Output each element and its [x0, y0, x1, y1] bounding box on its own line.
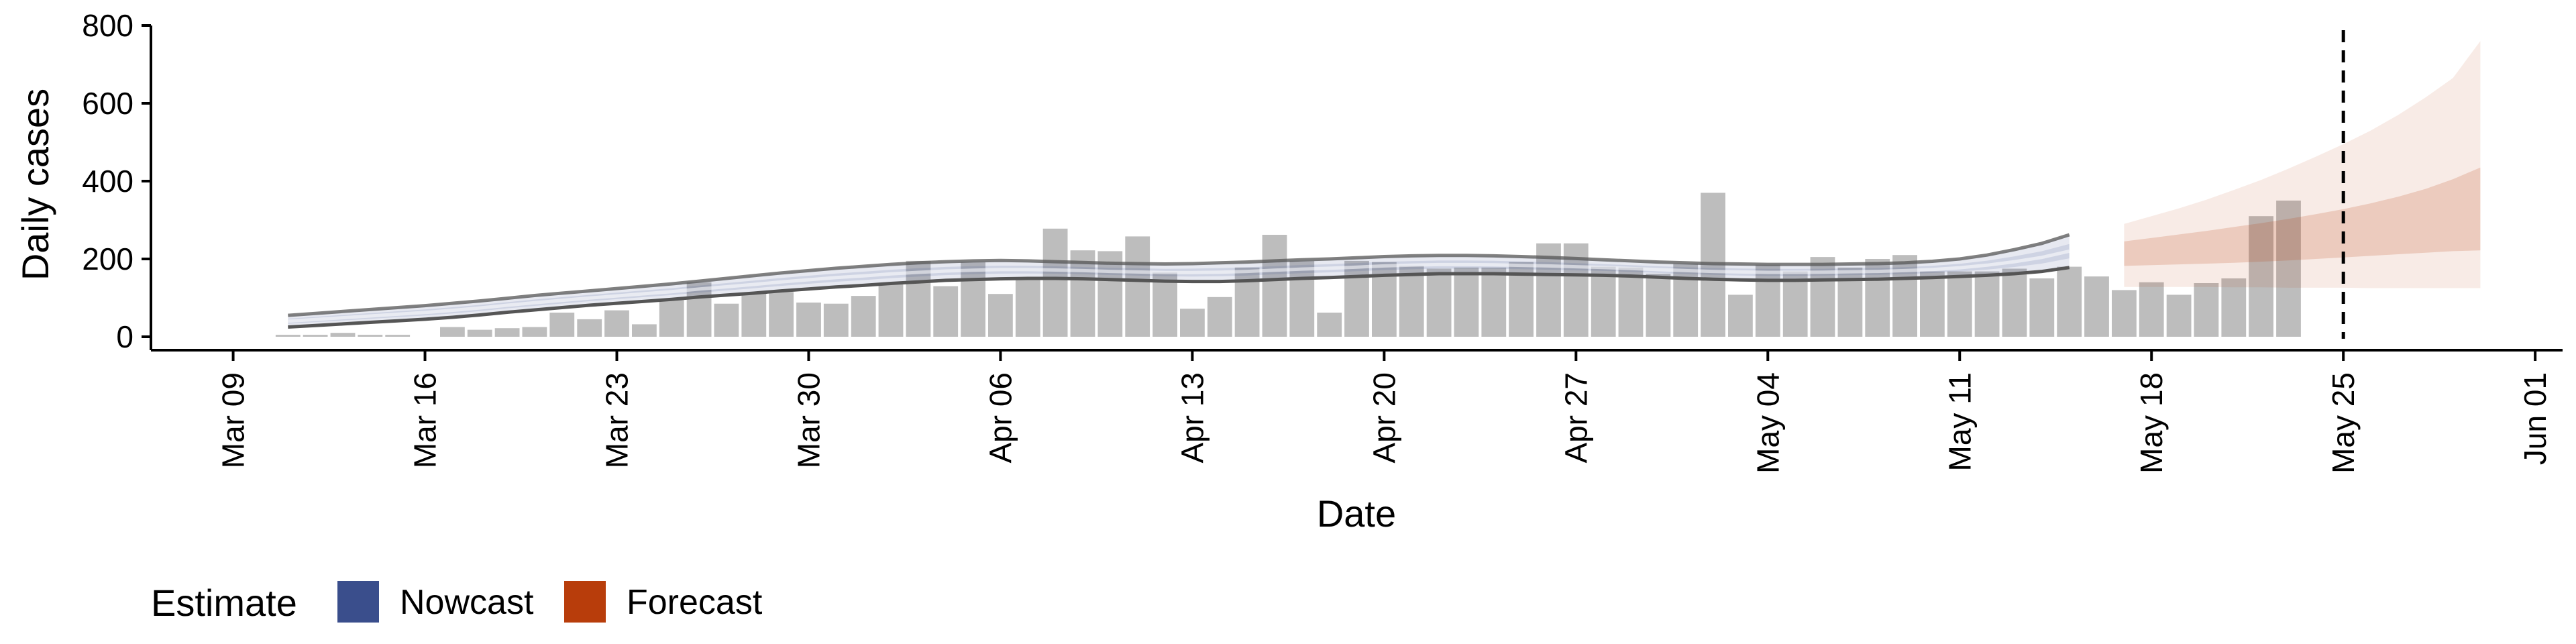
case-bar: [2084, 276, 2109, 337]
case-bar: [851, 296, 876, 337]
case-bar: [467, 329, 492, 337]
case-bar: [2194, 283, 2219, 337]
case-bar: [440, 327, 465, 337]
case-bar: [604, 310, 629, 337]
forecast-outer-band: [2124, 41, 2481, 288]
case-bar: [2166, 294, 2192, 337]
case-bar: [659, 299, 684, 337]
case-bar: [1618, 267, 1644, 337]
case-bar: [1317, 313, 1342, 337]
x-axis-ticks: Mar 09 Mar 16 Mar 23 Mar 30 Apr 06 Apr 13 Apr …: [216, 350, 2553, 474]
x-tick-label: Mar 09: [216, 372, 251, 468]
case-bar: [933, 286, 959, 337]
x-tick-label: Apr 06: [983, 372, 1018, 464]
legend-key-nowcast: [337, 581, 379, 623]
x-tick-label: May 11: [1942, 372, 1977, 471]
case-bar: [1042, 228, 1068, 337]
case-bar: [1180, 309, 1205, 337]
case-bar: [1289, 260, 1315, 337]
case-bar: [1097, 251, 1123, 337]
x-tick-label: May 25: [2326, 372, 2361, 474]
case-bar: [330, 333, 356, 337]
case-bar: [2276, 201, 2301, 337]
x-axis-title: Date: [1317, 492, 1396, 535]
case-bar: [796, 303, 821, 337]
legend-label-forecast: Forecast: [627, 583, 763, 622]
case-bar: [494, 328, 520, 337]
case-bar: [1673, 264, 1699, 337]
x-tick-label: Jun 01: [2518, 372, 2553, 465]
case-bar: [1344, 260, 1369, 337]
y-tick-label: 400: [82, 164, 133, 199]
legend-key-forecast: [564, 581, 606, 623]
case-bar: [2249, 216, 2273, 337]
case-bar: [303, 335, 328, 337]
case-bar: [1262, 235, 1287, 337]
case-bar: [1646, 274, 1671, 337]
x-tick-label: Apr 13: [1175, 372, 1210, 464]
x-tick-label: Mar 23: [600, 372, 635, 468]
y-tick-label: 600: [82, 86, 133, 121]
nowcast-center-line: [288, 249, 2070, 323]
x-tick-label: May 18: [2134, 372, 2169, 474]
case-bar: [1015, 278, 1040, 337]
case-bar: [1810, 257, 1835, 337]
case-bar: [1070, 250, 1095, 337]
case-bar: [2139, 282, 2164, 337]
case-bar: [2002, 268, 2027, 337]
y-tick-label: 0: [116, 319, 133, 354]
case-bar: [1782, 271, 1808, 337]
x-tick-label: Apr 27: [1558, 372, 1593, 464]
case-bar: [577, 319, 602, 337]
y-tick-label: 200: [82, 241, 133, 276]
case-bar: [1755, 264, 1780, 337]
x-tick-label: May 04: [1750, 372, 1785, 474]
reported-cases-bars: [275, 193, 2301, 337]
case-bar: [549, 313, 575, 337]
case-bar: [632, 324, 657, 337]
case-bar: [1920, 271, 1945, 337]
case-bar: [1454, 267, 1479, 337]
case-bar: [2221, 278, 2247, 337]
case-bar: [2029, 278, 2055, 337]
interval-lines: [288, 233, 2070, 329]
case-bar: [1481, 267, 1507, 337]
legend: Estimate Nowcast Forecast: [151, 581, 763, 624]
case-bar: [878, 284, 904, 337]
case-bar: [2057, 266, 2082, 337]
case-bar: [1728, 294, 1753, 337]
case-bar: [988, 294, 1013, 337]
x-tick-label: Mar 16: [408, 372, 443, 468]
case-bar: [358, 335, 383, 337]
nowcast-lower-line: [288, 266, 2070, 329]
case-bar: [823, 303, 849, 337]
forecast-inner-band: [2124, 167, 2481, 266]
case-bar: [769, 292, 794, 337]
legend-title: Estimate: [151, 582, 297, 624]
case-bar: [385, 335, 411, 337]
legend-label-nowcast: Nowcast: [400, 583, 534, 622]
case-bar: [1207, 297, 1232, 337]
case-bar: [1947, 271, 1972, 337]
x-tick-label: Mar 30: [792, 372, 826, 468]
case-bar: [1152, 272, 1177, 337]
case-bar: [741, 293, 767, 337]
y-axis-title: Daily cases: [14, 89, 56, 280]
nowcast-upper-line: [288, 233, 2070, 317]
case-bar: [522, 327, 547, 337]
case-bar: [1426, 268, 1452, 337]
y-tick-label: 800: [82, 8, 133, 43]
case-bar: [2112, 290, 2137, 337]
case-bar: [1974, 271, 2000, 337]
x-tick-label: Apr 20: [1366, 372, 1401, 464]
case-bar: [1399, 266, 1424, 337]
case-bar: [714, 303, 739, 337]
case-bar: [1591, 266, 1616, 337]
y-axis-ticks: 0 200 400 600 800: [82, 8, 151, 354]
case-bar: [275, 335, 301, 337]
case-bar: [1125, 236, 1150, 337]
case-bar: [961, 262, 985, 337]
